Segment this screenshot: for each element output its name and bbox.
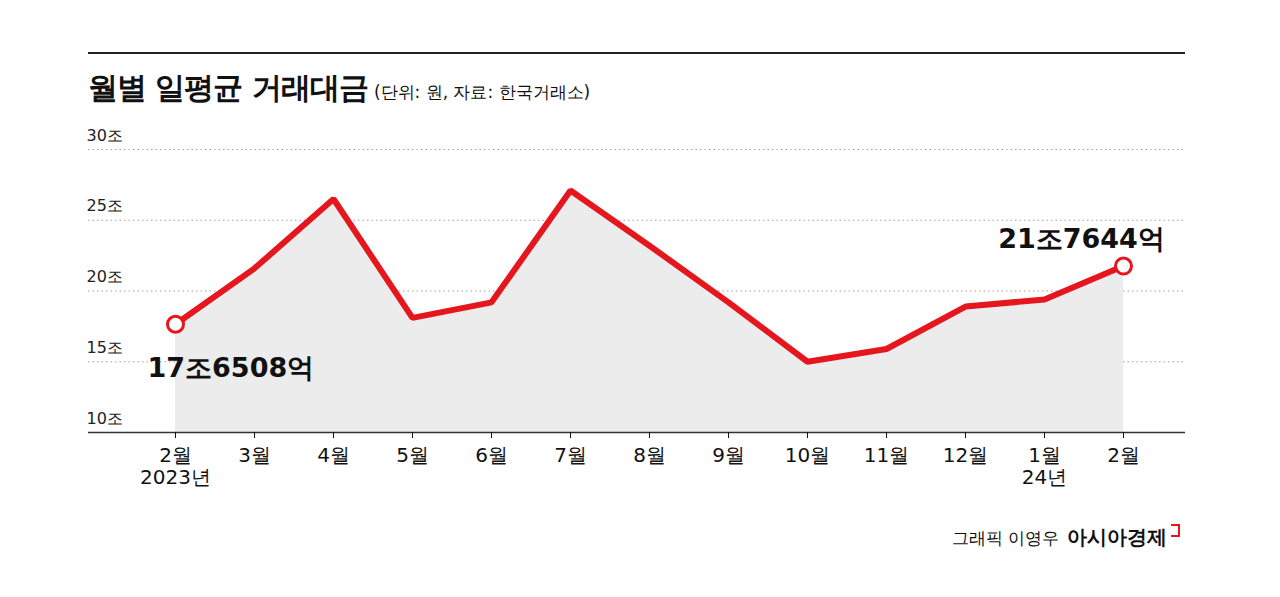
svg-text:30조: 30조 (87, 126, 123, 145)
svg-text:20조: 20조 (87, 267, 123, 286)
svg-text:2월2023년: 2월2023년 (140, 443, 211, 489)
html-text:그래픽 이영우 아시아경제: 그래픽 이영우 아시아경제 (951, 525, 1167, 549)
svg-text:1월24년: 1월24년 (1022, 443, 1067, 489)
svg-text:17조6508억: 17조6508억 (148, 352, 315, 383)
svg-text:7월: 7월 (554, 443, 587, 467)
svg-text:6월: 6월 (475, 443, 508, 467)
svg-text:10조: 10조 (87, 409, 123, 428)
svg-text:15조: 15조 (87, 338, 123, 357)
svg-text:12월: 12월 (943, 443, 988, 467)
svg-text:4월: 4월 (317, 443, 350, 467)
svg-text:11월: 11월 (864, 443, 909, 467)
svg-text:8월: 8월 (633, 443, 666, 467)
html-text:월별 일평균 거래대금 (단위: 원, 자료: 한국거래소): 월별 일평균 거래대금 (단위: 원, 자료: 한국거래소) (88, 70, 591, 105)
svg-text:9월: 9월 (712, 443, 745, 467)
svg-text:21조7644억: 21조7644억 (998, 223, 1165, 254)
svg-text:5월: 5월 (396, 443, 429, 467)
svg-text:10월: 10월 (785, 443, 830, 467)
svg-text:3월: 3월 (238, 443, 271, 467)
svg-text:2월: 2월 (1107, 443, 1140, 467)
svg-text:25조: 25조 (87, 196, 123, 215)
